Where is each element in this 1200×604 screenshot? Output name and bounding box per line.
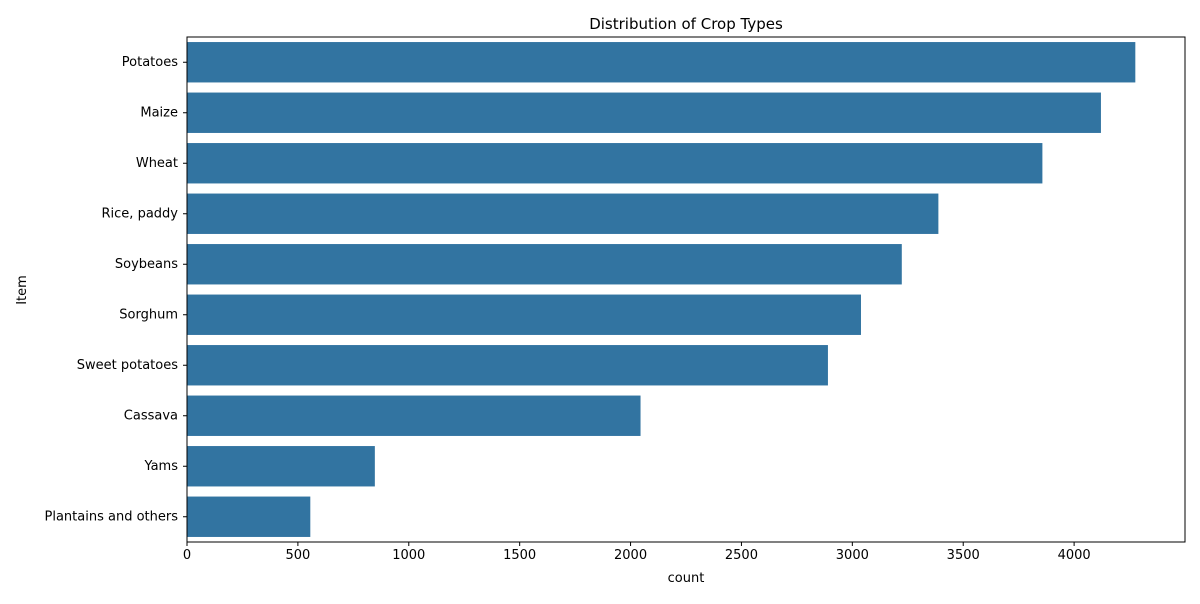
y-tick-label: Rice, paddy — [102, 206, 179, 221]
y-tick-label: Wheat — [136, 156, 178, 171]
bar — [187, 244, 902, 285]
x-tick-label: 0 — [183, 548, 191, 563]
chart-title: Distribution of Crop Types — [589, 15, 783, 33]
x-tick-label: 1500 — [503, 548, 536, 563]
bar — [187, 446, 375, 487]
x-axis-label: count — [668, 571, 705, 586]
bar — [187, 143, 1043, 184]
y-tick-label: Sorghum — [119, 307, 178, 322]
bar — [187, 92, 1101, 133]
bar — [187, 496, 311, 537]
x-tick-label: 3000 — [836, 548, 869, 563]
x-tick-label: 4000 — [1058, 548, 1091, 563]
y-axis-ticks: Potatoes Maize Wheat Rice, paddy Soybeans Sor… — [45, 55, 187, 524]
plot-frame — [186, 36, 1186, 543]
x-tick-label: 3500 — [947, 548, 980, 563]
x-tick-label: 2000 — [614, 548, 647, 563]
bar — [187, 395, 641, 436]
bars-group — [187, 42, 1136, 537]
y-tick-label: Plantains and others — [45, 509, 179, 524]
y-tick-label: Maize — [140, 105, 178, 120]
bar — [187, 294, 861, 335]
y-tick-label: Soybeans — [115, 257, 178, 272]
y-tick-label: Sweet potatoes — [77, 358, 178, 373]
y-tick-label: Potatoes — [122, 55, 178, 70]
bar — [187, 345, 828, 386]
bar — [187, 42, 1136, 83]
x-axis-ticks: 0 500 1000 1500 2000 2500 3000 3500 4000 — [183, 542, 1091, 563]
y-tick-label: Cassava — [124, 408, 178, 423]
y-tick-label: Yams — [143, 459, 178, 474]
x-tick-label: 1000 — [392, 548, 425, 563]
x-tick-label: 2500 — [725, 548, 758, 563]
x-tick-label: 500 — [285, 548, 310, 563]
bar — [187, 193, 939, 234]
y-axis-label: Item — [15, 275, 30, 305]
